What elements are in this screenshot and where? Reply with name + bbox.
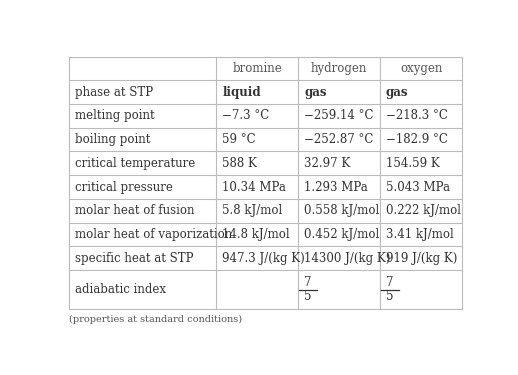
Text: boiling point: boiling point [75,133,150,146]
Text: adiabatic index: adiabatic index [75,283,166,296]
Text: 5: 5 [386,290,394,303]
Text: −259.14 °C: −259.14 °C [304,110,373,122]
Text: −252.87 °C: −252.87 °C [304,133,373,146]
Text: 919 J/(kg K): 919 J/(kg K) [386,252,457,265]
Text: 5.8 kJ/mol: 5.8 kJ/mol [222,204,283,217]
Text: 5: 5 [305,290,312,303]
Text: 32.97 K: 32.97 K [304,157,350,170]
Text: −7.3 °C: −7.3 °C [222,110,269,122]
Text: 0.558 kJ/mol: 0.558 kJ/mol [304,204,379,217]
Text: melting point: melting point [75,110,154,122]
Text: hydrogen: hydrogen [311,62,367,75]
Text: 0.452 kJ/mol: 0.452 kJ/mol [304,228,379,241]
Text: 1.293 MPa: 1.293 MPa [304,180,368,194]
Text: −218.3 °C: −218.3 °C [386,110,448,122]
Text: critical pressure: critical pressure [75,180,172,194]
Text: 154.59 K: 154.59 K [386,157,440,170]
Text: 59 °C: 59 °C [222,133,256,146]
Text: gas: gas [304,86,327,99]
Text: 7: 7 [305,276,312,289]
Text: 3.41 kJ/mol: 3.41 kJ/mol [386,228,454,241]
Text: gas: gas [386,86,409,99]
Text: 7: 7 [386,276,394,289]
Text: molar heat of vaporization: molar heat of vaporization [75,228,232,241]
Text: (properties at standard conditions): (properties at standard conditions) [69,315,242,324]
Text: 947.3 J/(kg K): 947.3 J/(kg K) [222,252,305,265]
Text: critical temperature: critical temperature [75,157,195,170]
Text: 14300 J/(kg K): 14300 J/(kg K) [304,252,391,265]
Text: oxygen: oxygen [400,62,442,75]
Text: specific heat at STP: specific heat at STP [75,252,193,265]
Text: 0.222 kJ/mol: 0.222 kJ/mol [386,204,461,217]
Text: 588 K: 588 K [222,157,257,170]
Text: phase at STP: phase at STP [75,86,153,99]
Text: bromine: bromine [233,62,282,75]
Text: molar heat of fusion: molar heat of fusion [75,204,194,217]
Text: 10.34 MPa: 10.34 MPa [222,180,286,194]
Text: 5.043 MPa: 5.043 MPa [386,180,450,194]
Text: liquid: liquid [222,86,261,99]
Text: −182.9 °C: −182.9 °C [386,133,448,146]
Text: 14.8 kJ/mol: 14.8 kJ/mol [222,228,290,241]
